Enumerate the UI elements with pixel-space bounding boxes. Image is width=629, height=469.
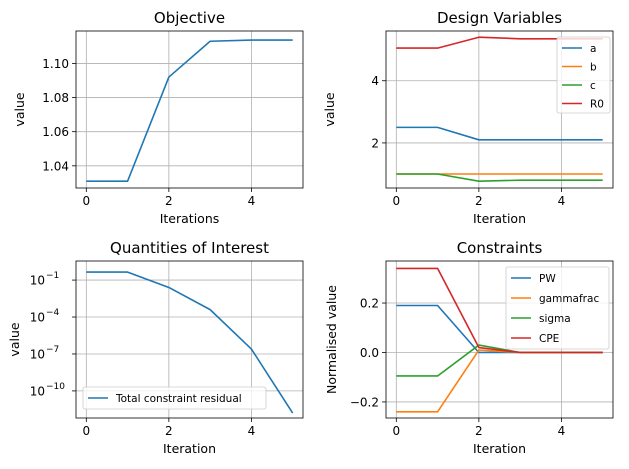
series-line <box>86 39 293 182</box>
y-tick-exponent: −4 <box>46 308 60 318</box>
legend-box <box>82 386 267 410</box>
y-tick-label: 1.08 <box>42 91 69 105</box>
y-tick-label: 4 <box>371 74 379 88</box>
series-line-gammafrac <box>396 349 603 413</box>
axes-frame <box>75 260 304 419</box>
y-axis-label: value <box>12 92 27 126</box>
legend: PW gammafrac sigma CPE <box>505 266 610 350</box>
y-tick-label: −0.2 <box>350 395 379 409</box>
chart-title: Objective <box>154 9 225 27</box>
y-tick-label: 10 <box>30 384 45 398</box>
legend-label: PW <box>539 273 556 285</box>
x-tick-label: 4 <box>248 424 256 438</box>
legend-label: c <box>590 80 596 92</box>
y-tick-label: 10 <box>30 311 45 325</box>
objective-chart: 0 2 4 1.04 1.06 1.08 1.10 Objective Iterations va… <box>12 9 304 226</box>
legend: Total constraint residual <box>82 386 267 410</box>
y-tick-label: 0.0 <box>360 346 379 360</box>
x-tick-label: 0 <box>82 424 90 438</box>
y-tick-label: 10 <box>30 347 45 361</box>
legend-label: Total constraint residual <box>115 393 242 405</box>
x-tick-label: 2 <box>475 194 483 208</box>
series-line-total-constraint-residual <box>86 271 294 414</box>
y-tick-label: 2 <box>371 136 379 150</box>
legend-box <box>505 266 610 350</box>
series-line-cpe <box>396 267 603 354</box>
axes-frame <box>385 30 614 189</box>
x-axis-label: Iteration <box>163 441 216 456</box>
axes-frame <box>75 30 304 189</box>
legend-label: a <box>590 43 596 55</box>
legend-label: b <box>590 62 597 74</box>
x-tick-label: 2 <box>475 424 483 438</box>
x-axis-label: Iteration <box>473 211 526 226</box>
legend-label: sigma <box>539 313 571 325</box>
y-tick-label: 0.2 <box>360 297 379 311</box>
x-tick-label: 0 <box>392 424 400 438</box>
y-tick-label: 1.04 <box>42 159 69 173</box>
x-axis-label: Iterations <box>160 211 220 226</box>
legend-label: gammafrac <box>539 293 599 305</box>
legend: abc R0 <box>556 36 611 114</box>
y-axis-label: Normalised value <box>324 285 339 394</box>
legend-box <box>556 36 611 114</box>
y-tick-label: 10 <box>30 274 45 288</box>
x-tick-label: 4 <box>558 194 566 208</box>
legend-label: CPE <box>539 333 559 345</box>
x-tick-label: 2 <box>165 194 173 208</box>
y-tick-exponent: −10 <box>46 382 65 392</box>
x-tick-label: 0 <box>82 194 90 208</box>
chart-title: Design Variables <box>437 9 562 27</box>
y-axis-label: value <box>322 92 337 126</box>
y-tick-label: 1.06 <box>42 125 69 139</box>
x-tick-label: 4 <box>248 194 256 208</box>
design-variables-chart: 0 2 4 2 4 Design Variables Iteration value abc R0 <box>322 9 614 226</box>
x-tick-label: 2 <box>165 424 173 438</box>
x-tick-label: 0 <box>392 194 400 208</box>
x-axis-label: Iteration <box>473 441 526 456</box>
chart-title: Quantities of Interest <box>110 239 269 257</box>
y-axis-label: value <box>7 322 22 356</box>
series-line-c <box>396 173 603 182</box>
constraints-chart: 0 2 4 −0.2 0.0 0.2 Constraints Iteration Normali… <box>324 239 614 456</box>
y-tick-label: 1.10 <box>42 57 69 71</box>
series-line-a <box>396 126 603 141</box>
y-tick-exponent: −1 <box>46 271 59 281</box>
chart-title: Constraints <box>457 239 543 257</box>
axes-frame <box>385 260 614 419</box>
y-tick-exponent: −7 <box>46 345 59 355</box>
legend-label: R0 <box>590 99 604 111</box>
x-tick-label: 4 <box>558 424 566 438</box>
